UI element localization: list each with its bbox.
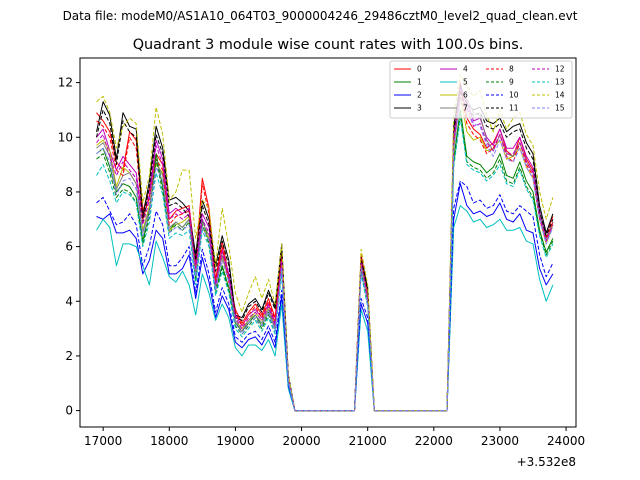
legend-label-6: 6 bbox=[463, 91, 468, 100]
chart-title: Quadrant 3 module wise count rates with … bbox=[133, 37, 524, 53]
y-tick-label: 10 bbox=[58, 130, 73, 144]
legend-label-9: 9 bbox=[509, 78, 514, 87]
y-tick-label: 4 bbox=[65, 294, 73, 308]
y-tick-label: 0 bbox=[65, 404, 73, 418]
y-tick-label: 12 bbox=[58, 76, 73, 90]
y-tick-label: 6 bbox=[65, 240, 73, 254]
chart-suptitle: Data file: modeM0/AS1A10_064T03_90000042… bbox=[63, 9, 578, 23]
legend-label-8: 8 bbox=[509, 65, 514, 74]
legend-label-3: 3 bbox=[417, 104, 422, 113]
x-tick-label: 24000 bbox=[547, 434, 585, 448]
x-tick-label: 19000 bbox=[216, 434, 254, 448]
series-line-14 bbox=[96, 73, 554, 412]
x-tick-label: 18000 bbox=[150, 434, 188, 448]
x-tick-label: 22000 bbox=[415, 434, 453, 448]
x-tick-label: 17000 bbox=[84, 434, 122, 448]
legend-label-15: 15 bbox=[555, 104, 565, 113]
legend-label-7: 7 bbox=[463, 104, 468, 113]
legend-label-10: 10 bbox=[509, 91, 519, 100]
legend-label-11: 11 bbox=[509, 104, 519, 113]
x-offset-label: +3.532e8 bbox=[517, 455, 576, 469]
legend-label-5: 5 bbox=[463, 78, 468, 87]
x-tick-label: 20000 bbox=[282, 434, 320, 448]
series-line-15 bbox=[96, 98, 554, 412]
ticks-layer: 17000 18000 19000 20000 21000 22000 23000 24000… bbox=[58, 76, 585, 448]
legend-label-4: 4 bbox=[463, 65, 468, 74]
x-tick-label: 23000 bbox=[481, 434, 519, 448]
legend-label-1: 1 bbox=[417, 78, 422, 87]
y-tick-label: 8 bbox=[65, 185, 73, 199]
plot-frame bbox=[79, 57, 577, 428]
legend-label-2: 2 bbox=[417, 91, 422, 100]
series-line-1 bbox=[96, 109, 554, 412]
legend-label-12: 12 bbox=[555, 65, 565, 74]
series-layer bbox=[96, 73, 554, 412]
series-line-2 bbox=[96, 183, 554, 412]
legend-label-13: 13 bbox=[555, 78, 565, 87]
legend-label-0: 0 bbox=[417, 65, 422, 74]
x-tick-label: 21000 bbox=[349, 434, 387, 448]
y-tick-label: 2 bbox=[65, 349, 73, 363]
legend-box bbox=[389, 60, 573, 119]
series-line-10 bbox=[96, 180, 554, 412]
legend-label-14: 14 bbox=[555, 91, 565, 100]
